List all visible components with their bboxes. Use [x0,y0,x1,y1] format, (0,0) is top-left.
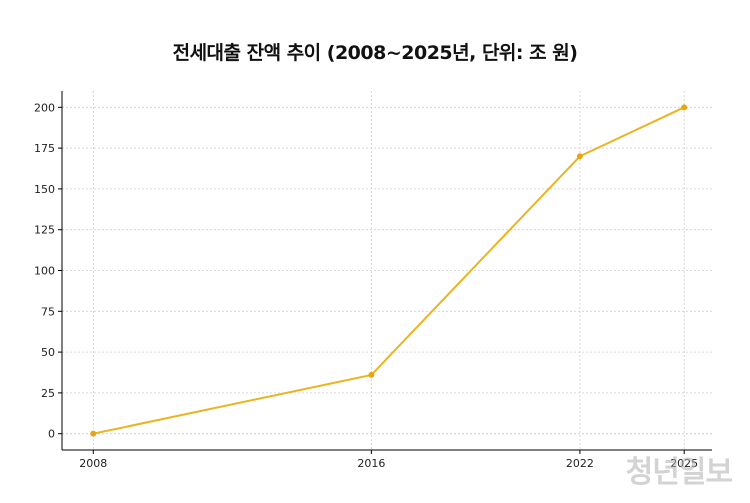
data-point [368,371,375,378]
watermark-logo: 청년일보 [625,455,733,490]
x-tick-label: 2025 [670,457,698,470]
y-tick-label: 50 [41,346,55,359]
series-line [93,106,685,435]
grid-layer [62,91,712,450]
y-tick-label: 100 [34,265,55,278]
data-point [576,153,583,160]
y-tick-label: 0 [48,428,55,441]
y-tick-label: 200 [34,101,55,114]
ticks-layer: 0 25 50 75 100 125 150 175 200 2008 2016 2022 2025 [34,101,698,470]
y-tick-label: 25 [41,387,55,400]
series-layer [90,104,688,437]
y-tick-label: 125 [34,224,55,237]
x-tick-label: 2008 [79,457,107,470]
y-tick-label: 150 [34,183,55,196]
chart-title: 전세대출 잔액 추이 (2008~2025년, 단위: 조 원) [172,42,578,64]
x-tick-label: 2016 [357,457,385,470]
data-point [90,430,97,437]
x-tick-label: 2022 [566,457,594,470]
data-point [681,104,688,111]
y-tick-label: 175 [34,142,55,155]
y-tick-label: 75 [41,305,55,318]
